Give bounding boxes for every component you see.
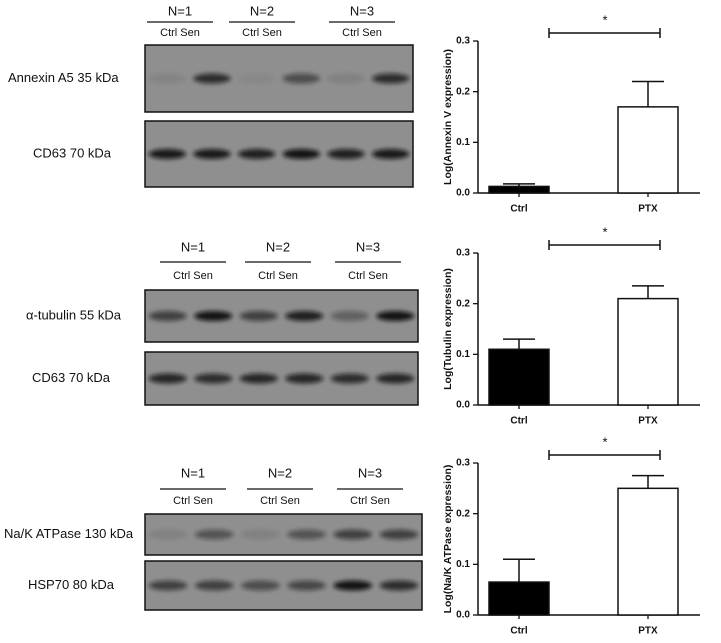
lane-label: Ctrl Sen [350,495,390,507]
y-tick-label: 0.3 [456,458,470,469]
row-label: HSP70 80 kDa [28,577,115,592]
x-tick-label: PTX [638,204,658,215]
bar [488,348,550,406]
blot-band [371,73,410,84]
x-tick-label: Ctrl [510,626,527,637]
y-tick-label: 0.1 [456,559,470,570]
blot-image [144,560,423,611]
lane-label: Ctrl Sen [173,495,213,507]
bar [488,581,550,616]
x-tick-label: PTX [638,626,658,637]
significance-label: * [602,434,607,449]
blot-band [330,373,369,384]
blot-band [379,580,419,591]
lane-label: Ctrl Sen [160,27,200,39]
group-label: N=2 [250,3,274,18]
blot-band [148,373,187,384]
lane-label: Ctrl Sen [258,270,298,282]
blot-image [144,44,414,113]
blot-band [333,529,373,540]
blot-band [376,311,415,321]
blot-band [194,311,233,321]
blot-band [285,311,324,321]
x-tick-label: Ctrl [510,416,527,427]
bar [617,297,679,406]
y-tick-label: 0.3 [456,248,470,259]
blot-band [148,149,187,159]
y-tick-label: 0.0 [456,188,470,199]
blot-band [237,73,276,84]
blot-band [287,529,326,540]
blot-band [333,580,373,591]
blot-band [194,580,234,591]
blot-band [379,529,419,540]
row-label: α-tubulin 55 kDa [26,307,122,322]
x-tick-label: PTX [638,416,658,427]
y-axis-label: Log(Na/K ATPase expression) [442,465,454,614]
group-label: N=3 [358,465,382,480]
blot-band [237,149,276,159]
blot-image [144,289,419,343]
y-axis-label: Log(Annexin V expression) [442,49,454,185]
row-label: Annexin A5 35 kDa [8,70,119,85]
blot-band [148,311,187,321]
blot-band [239,311,278,321]
lane-label: Ctrl Sen [348,270,388,282]
group-label: N=1 [168,3,192,18]
blot-band [287,580,326,591]
y-tick-label: 0.1 [456,137,470,148]
significance-label: * [602,224,607,239]
blot-band [148,580,188,591]
blot-band [194,373,233,384]
blot-band [193,149,231,159]
blot-band [371,149,410,159]
group-label: N=2 [268,465,292,480]
y-tick-label: 0.0 [456,610,470,621]
lane-label: Ctrl Sen [260,495,300,507]
group-label: N=3 [356,239,380,254]
bar [617,106,679,194]
group-label: N=1 [181,465,205,480]
lane-label: Ctrl Sen [173,270,213,282]
group-label: N=2 [266,239,290,254]
y-tick-label: 0.1 [456,349,470,360]
blot-band [194,529,234,540]
blot-band [241,529,280,540]
group-label: N=3 [350,3,374,18]
blot-band [327,149,365,159]
blot-band [330,311,369,321]
blot-band [148,529,188,540]
blot-band [327,73,365,84]
x-tick-label: Ctrl [510,204,527,215]
blot-band [285,373,324,384]
row-label: CD63 70 kDa [32,370,111,385]
blot-band [282,149,321,159]
blot-image [144,120,414,188]
bar [488,185,550,194]
blot-band [193,73,231,84]
y-tick-label: 0.2 [456,508,470,519]
blot-band [282,73,321,84]
y-tick-label: 0.2 [456,86,470,97]
blot-image [144,351,419,406]
significance-label: * [602,12,607,27]
blot-band [376,373,415,384]
bar [617,487,679,616]
blot-image [144,513,423,556]
blot-band [241,580,280,591]
blot-band [148,73,187,84]
group-label: N=1 [181,239,205,254]
y-axis-label: Log(Tubulin expression) [442,268,454,390]
y-tick-label: 0.2 [456,298,470,309]
y-tick-label: 0.0 [456,400,470,411]
row-label: CD63 70 kDa [33,145,112,160]
lane-label: Ctrl Sen [242,27,282,39]
lane-label: Ctrl Sen [342,27,382,39]
row-label: Na/K ATPase 130 kDa [4,526,134,541]
blot-band [239,373,278,384]
y-tick-label: 0.3 [456,36,470,47]
